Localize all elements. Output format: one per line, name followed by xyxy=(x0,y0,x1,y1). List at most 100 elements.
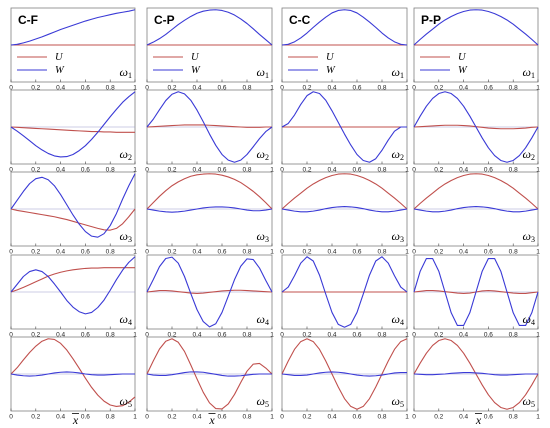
x-tick-label: 1 xyxy=(133,332,137,339)
x-tick-label: 0 xyxy=(9,414,13,421)
boundary-condition-title: P-P xyxy=(421,13,441,27)
x-tick-label: 1 xyxy=(270,332,274,339)
x-tick-label: 0.8 xyxy=(377,414,386,421)
x-tick-label: 0 xyxy=(280,167,284,174)
x-tick-label: 0.6 xyxy=(217,332,226,339)
series-W-line xyxy=(413,257,539,327)
series-W-line xyxy=(281,371,407,377)
series-W-line xyxy=(281,256,408,328)
x-tick-label: 0.6 xyxy=(217,167,226,174)
x-tick-label: 0.2 xyxy=(434,249,443,256)
panel-c-p-mode-2: 0 0.2 0.4 0.6 0.8 1ω2 xyxy=(145,89,274,174)
series-U-line xyxy=(10,267,135,293)
x-tick-label: 0.4 xyxy=(56,167,65,174)
series-W-line xyxy=(413,205,539,213)
x-tick-label: 0.8 xyxy=(106,85,115,92)
panel-c-c-mode-4: 0 0.2 0.4 0.6 0.8 1ω4 xyxy=(280,254,409,339)
series-W-line xyxy=(146,9,273,46)
legend-label-W: W xyxy=(458,65,468,76)
x-tick-label: 1 xyxy=(405,332,409,339)
series-U-line xyxy=(413,338,539,410)
x-tick-label: 0.6 xyxy=(484,414,493,421)
series-W-line xyxy=(146,256,273,328)
x-tick-label: 0.2 xyxy=(302,85,311,92)
x-tick-label: 0.4 xyxy=(459,332,468,339)
series-W-line xyxy=(281,91,407,163)
boundary-condition-title: C-C xyxy=(289,13,311,27)
x-tick-label: 0.8 xyxy=(509,332,518,339)
legend-label-U: U xyxy=(458,52,467,63)
series-U-line xyxy=(146,124,272,128)
series-W-line xyxy=(413,372,538,376)
legend-label-U: U xyxy=(191,52,200,63)
x-tick-label: 0.4 xyxy=(459,85,468,92)
x-tick-label: 0 xyxy=(145,414,149,421)
series-W-line xyxy=(413,91,539,163)
x-tick-label: 0.8 xyxy=(106,414,115,421)
x-tick-label: 0.2 xyxy=(302,249,311,256)
x-tick-label: 0.4 xyxy=(56,414,65,421)
x-tick-label: 0 xyxy=(280,414,284,421)
x-tick-label: 0.6 xyxy=(484,249,493,256)
x-tick-label: 1 xyxy=(133,414,137,421)
x-tick-label: 0.8 xyxy=(106,167,115,174)
series-U-line xyxy=(146,338,273,410)
x-tick-label: 0.6 xyxy=(217,414,226,421)
series-W-line xyxy=(146,206,273,213)
x-tick-label: 0 xyxy=(412,249,416,256)
x-tick-label: 0.2 xyxy=(31,249,40,256)
panel-p-p-mode-4: 0 0.2 0.4 0.6 0.8 1ω4 xyxy=(412,254,540,339)
x-tick-label: 0 xyxy=(412,85,416,92)
series-U-line xyxy=(10,126,135,133)
x-tick-label: 0.2 xyxy=(302,167,311,174)
x-tick-label: 0.8 xyxy=(509,85,518,92)
x-tick-label: 0.2 xyxy=(167,414,176,421)
x-tick-label: 0.6 xyxy=(81,249,90,256)
x-tick-label: 1 xyxy=(405,167,409,174)
x-tick-label: 0.8 xyxy=(106,249,115,256)
series-W-line xyxy=(10,173,136,238)
x-tick-label: 0.4 xyxy=(459,167,468,174)
x-tick-label: 0.6 xyxy=(352,414,361,421)
panel-p-p-mode-5: 0 0.2 0.4 0.6 0.8 1ω5 xyxy=(412,336,540,421)
panel-c-f-mode-3: 0 0.2 0.4 0.6 0.8 1ω3 xyxy=(9,171,137,256)
x-tick-label: 1 xyxy=(536,249,540,256)
series-U-line xyxy=(10,338,136,407)
x-tick-label: 0 xyxy=(412,332,416,339)
x-tick-label: 0.2 xyxy=(31,332,40,339)
panel-c-f-mode-5: 0 0.2 0.4 0.6 0.8 1ω5 xyxy=(9,336,137,421)
x-tick-label: 0.2 xyxy=(167,332,176,339)
x-tick-label: 0.8 xyxy=(509,167,518,174)
series-W-line xyxy=(10,9,136,46)
series-U-line xyxy=(281,173,408,210)
legend-label-U: U xyxy=(326,52,335,63)
x-tick-label: 0 xyxy=(9,249,13,256)
x-tick-label: 0.6 xyxy=(81,414,90,421)
x-tick-label: 0 xyxy=(9,167,13,174)
series-U-line xyxy=(146,289,273,294)
x-tick-label: 0.6 xyxy=(217,85,226,92)
x-tick-label: 0 xyxy=(145,332,149,339)
x-tick-label: 0.4 xyxy=(56,249,65,256)
x-tick-label: 0 xyxy=(9,85,13,92)
panel-c-c-mode-2: 0 0.2 0.4 0.6 0.8 1ω2 xyxy=(280,89,409,174)
x-tick-label: 0.8 xyxy=(377,249,386,256)
x-tick-label: 0.4 xyxy=(56,85,65,92)
legend-label-W: W xyxy=(55,65,65,76)
boundary-condition-title: C-P xyxy=(154,13,175,27)
x-tick-label: 0.2 xyxy=(434,167,443,174)
x-tick-label: 0.8 xyxy=(377,332,386,339)
series-U-line xyxy=(413,173,539,210)
legend-label-W: W xyxy=(191,65,201,76)
x-tick-label: 0.4 xyxy=(192,85,201,92)
x-tick-label: 0.2 xyxy=(167,249,176,256)
x-tick-label: 1 xyxy=(270,167,274,174)
x-tick-label: 0.2 xyxy=(31,85,40,92)
x-tick-label: 0 xyxy=(280,85,284,92)
x-tick-label: 0 xyxy=(145,167,149,174)
series-W-line xyxy=(10,371,135,377)
x-tick-label: 0.6 xyxy=(352,332,361,339)
x-tick-label: 0 xyxy=(412,167,416,174)
